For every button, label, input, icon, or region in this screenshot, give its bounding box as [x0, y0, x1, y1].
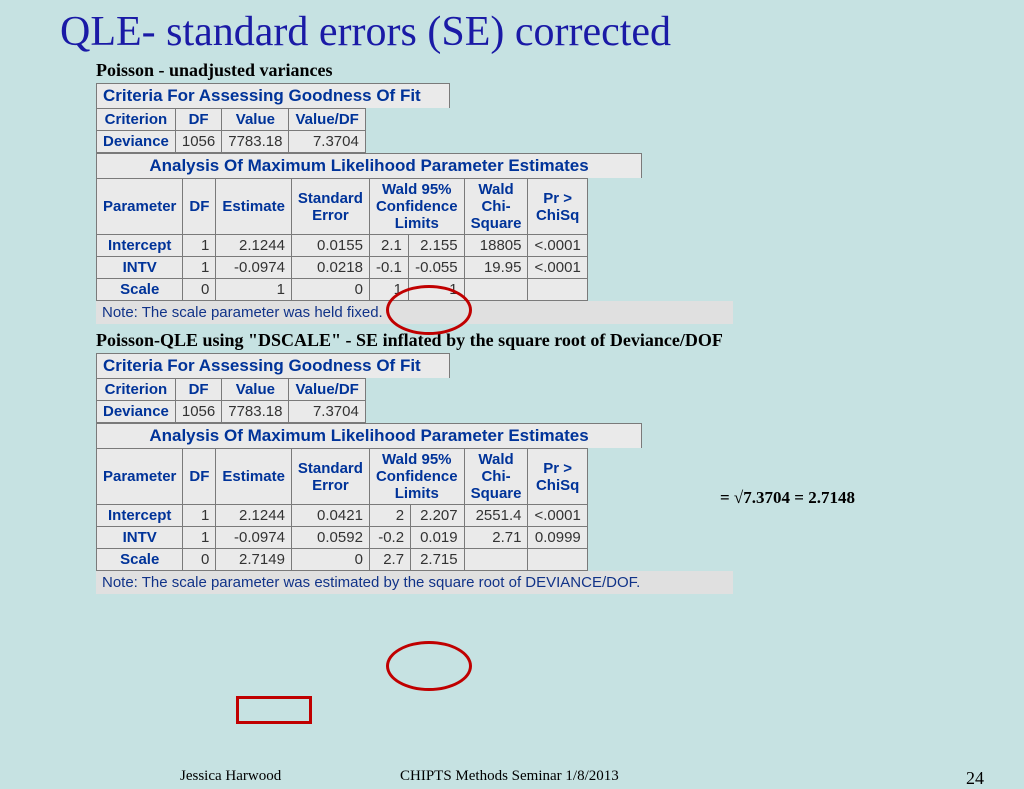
m1r0c3: 0.0155: [291, 235, 369, 257]
m2r2c0: Scale: [97, 549, 183, 571]
mle-caption-1: Analysis Of Maximum Likelihood Parameter…: [96, 153, 642, 178]
fit1-h0: Criterion: [97, 109, 176, 131]
fit2-h1: DF: [175, 379, 221, 401]
section1-block: Criteria For Assessing Goodness Of Fit C…: [96, 83, 1024, 301]
footer-page: 24: [966, 768, 984, 789]
fit1-h1: DF: [175, 109, 221, 131]
fit1-r0c2: 7783.18: [222, 131, 289, 153]
m2h4: Wald 95%ConfidenceLimits: [369, 449, 464, 505]
m2r2c2: 2.7149: [216, 549, 292, 571]
m1r2c2: 1: [216, 279, 292, 301]
m1r1c0: INTV: [97, 257, 183, 279]
m1h2: Estimate: [216, 179, 292, 235]
fit2-h0: Criterion: [97, 379, 176, 401]
fit1-h3: Value/DF: [289, 109, 365, 131]
mle-table-2: Parameter DF Estimate StandardError Wald…: [96, 448, 588, 571]
fit2-h3: Value/DF: [289, 379, 365, 401]
m2r2c3: 0: [291, 549, 369, 571]
mle-caption-2: Analysis Of Maximum Likelihood Parameter…: [96, 423, 642, 448]
m1r2c0: Scale: [97, 279, 183, 301]
m2r0c3: 0.0421: [291, 505, 369, 527]
mle-table-1: Parameter DF Estimate StandardError Wald…: [96, 178, 588, 301]
m1r1c5: -0.055: [408, 257, 464, 279]
m1r0c1: 1: [183, 235, 216, 257]
m1r2c4: 1: [369, 279, 408, 301]
section2-block: Criteria For Assessing Goodness Of Fit C…: [96, 353, 1024, 571]
m2r2c1: 0: [183, 549, 216, 571]
m2r1c5: 0.019: [411, 527, 465, 549]
m1r0c7: <.0001: [528, 235, 587, 257]
fit-caption-1: Criteria For Assessing Goodness Of Fit: [96, 83, 450, 108]
m1r0c4: 2.1: [369, 235, 408, 257]
section1-label: Poisson - unadjusted variances: [96, 60, 1024, 81]
m1h3: StandardError: [291, 179, 369, 235]
m2r1c4: -0.2: [369, 527, 410, 549]
m2r0c0: Intercept: [97, 505, 183, 527]
fit2-r0c1: 1056: [175, 401, 221, 423]
m2h1: DF: [183, 449, 216, 505]
fit1-r0c0: Deviance: [97, 131, 176, 153]
m1r2c6: [464, 279, 528, 301]
m2r0c2: 2.1244: [216, 505, 292, 527]
m1r0c6: 18805: [464, 235, 528, 257]
m2r0c6: 2551.4: [464, 505, 528, 527]
m2r2c5: 2.715: [411, 549, 465, 571]
fit2-r0c2: 7783.18: [222, 401, 289, 423]
highlight-ellipse-2: [386, 641, 472, 691]
note1: Note: The scale parameter was held fixed…: [96, 301, 733, 324]
m1r1c6: 19.95: [464, 257, 528, 279]
m1r1c7: <.0001: [528, 257, 587, 279]
fit2-h2: Value: [222, 379, 289, 401]
section2-label: Poisson-QLE using "DSCALE" - SE inflated…: [96, 330, 1024, 351]
m1r1c2: -0.0974: [216, 257, 292, 279]
note2: Note: The scale parameter was estimated …: [96, 571, 733, 594]
fit-table-1: Criterion DF Value Value/DF Deviance 105…: [96, 108, 366, 153]
fit-caption-2: Criteria For Assessing Goodness Of Fit: [96, 353, 450, 378]
m1h0: Parameter: [97, 179, 183, 235]
m2h5: WaldChi-Square: [464, 449, 528, 505]
m2r1c1: 1: [183, 527, 216, 549]
fit1-h2: Value: [222, 109, 289, 131]
footer-author: Jessica Harwood: [180, 768, 281, 785]
m2r1c3: 0.0592: [291, 527, 369, 549]
m1r2c7: [528, 279, 587, 301]
m2r0c7: <.0001: [528, 505, 587, 527]
m2h6: Pr >ChiSq: [528, 449, 587, 505]
m1r2c1: 0: [183, 279, 216, 301]
m2r1c6: 2.71: [464, 527, 528, 549]
m1r1c3: 0.0218: [291, 257, 369, 279]
m2r2c7: [528, 549, 587, 571]
fit1-r0c3: 7.3704: [289, 131, 365, 153]
slide-title: QLE- standard errors (SE) corrected: [60, 8, 1024, 56]
m1r1c4: -0.1: [369, 257, 408, 279]
fit1-r0c1: 1056: [175, 131, 221, 153]
m1r0c2: 2.1244: [216, 235, 292, 257]
m2r2c6: [464, 549, 528, 571]
m2r1c2: -0.0974: [216, 527, 292, 549]
fit2-r0c3: 7.3704: [289, 401, 365, 423]
m2r0c1: 1: [183, 505, 216, 527]
m2h0: Parameter: [97, 449, 183, 505]
m2r2c4: 2.7: [369, 549, 410, 571]
m1r1c1: 1: [183, 257, 216, 279]
m1h6: Pr >ChiSq: [528, 179, 587, 235]
m1h4: Wald 95%ConfidenceLimits: [369, 179, 464, 235]
m2r0c5: 2.207: [411, 505, 465, 527]
m1h5: WaldChi-Square: [464, 179, 528, 235]
m1r0c5: 2.155: [408, 235, 464, 257]
m1r2c3: 0: [291, 279, 369, 301]
m2h2: Estimate: [216, 449, 292, 505]
fit-table-2: Criterion DF Value Value/DF Deviance 105…: [96, 378, 366, 423]
footer-seminar: CHIPTS Methods Seminar 1/8/2013: [400, 768, 619, 785]
m2r1c0: INTV: [97, 527, 183, 549]
m1r2c5: 1: [408, 279, 464, 301]
m2r1c7: 0.0999: [528, 527, 587, 549]
fit2-r0c0: Deviance: [97, 401, 176, 423]
m1r0c0: Intercept: [97, 235, 183, 257]
m1h1: DF: [183, 179, 216, 235]
m2r0c4: 2: [369, 505, 410, 527]
m2h3: StandardError: [291, 449, 369, 505]
highlight-box: [236, 696, 312, 724]
